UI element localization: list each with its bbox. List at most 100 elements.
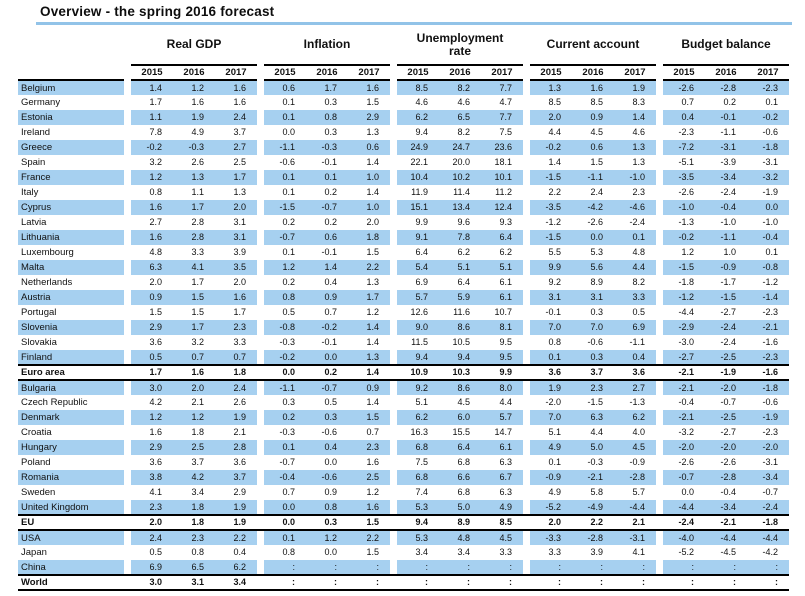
column-gutter: [523, 364, 530, 381]
inflation-2016-value: -0.7: [306, 380, 348, 395]
column-gutter: [257, 245, 264, 260]
current_account-2016-value: 8.9: [590, 277, 603, 287]
column-gutter: [257, 425, 264, 440]
budget_balance-2017-value: 0.1: [765, 247, 778, 257]
column-gutter: [390, 290, 397, 305]
budget_balance-2016-value: -2.6: [720, 457, 736, 467]
forecast-table: Real GDP Inflation Unemployment rate Cur…: [18, 27, 789, 591]
unemployment-2016-value: 8.6: [439, 320, 481, 335]
gdp-2015-value: 4.8: [149, 247, 162, 257]
current_account-2016-value: -1.1: [572, 170, 614, 185]
current_account-2015-value: -0.9: [530, 470, 572, 485]
current_account-2017-value: 0.4: [614, 350, 656, 365]
inflation-2017-value: 1.4: [366, 337, 379, 347]
gdp-2017-value: 2.6: [233, 397, 246, 407]
unemployment-2015-value: 6.4: [415, 247, 428, 257]
column-gutter: [390, 335, 397, 350]
budget_balance-2016-value: -2.5: [705, 350, 747, 365]
budget_balance-2017-value: -1.8: [747, 514, 789, 531]
inflation-2015-value: -1.5: [264, 200, 306, 215]
inflation-2015-value: 0.1: [264, 170, 306, 185]
budget_balance-2016-value: -2.1: [705, 514, 747, 531]
table-row: Malta 6.3 4.1 3.5 1.2 1.4 2.2 5.4 5.1 5.1 9.9 5.6 4.…: [18, 260, 789, 275]
current_account-2017-value: -1.3: [629, 397, 645, 407]
column-gutter: [656, 245, 663, 260]
column-gutter: [390, 485, 397, 500]
column-gutter: [124, 395, 131, 410]
table-row: Croatia 1.6 1.8 2.1 -0.3 -0.6 0.7 16.3 15.5 14.7 5…: [18, 425, 789, 440]
column-gutter: [523, 230, 530, 245]
inflation-2017-value: 1.8: [348, 230, 390, 245]
inflation-2017-value: 2.9: [348, 110, 390, 125]
unemployment-2015-value: 9.4: [397, 350, 439, 365]
row-label: Greece: [18, 140, 124, 155]
budget_balance-2016-value: :: [705, 574, 747, 591]
inflation-2016-value: 1.7: [306, 80, 348, 95]
budget_balance-2017-value: -4.2: [762, 547, 778, 557]
unemployment-2016-value: 11.4: [453, 187, 470, 197]
unemployment-2015-value: 6.8: [397, 440, 439, 455]
year-header: 2016: [572, 65, 614, 81]
column-gutter: [257, 560, 264, 575]
gdp-2016-value: -0.3: [173, 140, 215, 155]
column-gutter: [390, 305, 397, 320]
gdp-2015-value: 4.2: [149, 397, 162, 407]
gdp-2015-value: 0.9: [131, 290, 173, 305]
current_account-2015-value: 8.5: [548, 97, 561, 107]
column-gutter: [656, 215, 663, 230]
unemployment-2016-value: 6.6: [439, 470, 481, 485]
current_account-2015-value: 0.1: [530, 350, 572, 365]
gdp-2017-value: 1.8: [215, 364, 257, 381]
unemployment-2015-value: 9.4: [397, 514, 439, 531]
table-row: Slovenia 2.9 1.7 2.3 -0.8 -0.2 1.4 9.0 8.6 8.1 7.0…: [18, 320, 789, 335]
gdp-2017-value: 2.8: [215, 440, 257, 455]
unemployment-2015-value: 4.6: [415, 97, 428, 107]
column-gutter: [390, 380, 397, 395]
inflation-2017-value: 1.2: [366, 487, 379, 497]
year-header: 2017: [614, 65, 656, 81]
unemployment-2015-value: :: [397, 574, 439, 591]
gdp-2017-value: 3.6: [233, 457, 246, 467]
year-header: 2016: [705, 65, 747, 81]
row-label: Luxembourg: [21, 247, 74, 258]
current_account-2017-value: 0.1: [614, 230, 656, 245]
current_account-2016-value: :: [572, 560, 614, 575]
column-gutter: [523, 275, 530, 290]
gdp-2015-value: 1.6: [149, 427, 162, 437]
column-gutter: [257, 455, 264, 470]
row-label: Denmark: [18, 410, 124, 425]
column-gutter: [523, 470, 530, 485]
budget_balance-2015-value: -2.6: [678, 187, 694, 197]
column-gutter: [390, 395, 397, 410]
gdp-2017-value: 3.1: [215, 230, 257, 245]
gdp-2017-value: 1.6: [233, 97, 246, 107]
column-gutter: [124, 200, 131, 215]
table-row: Poland 3.6 3.7 3.6 -0.7 0.0 1.6 7.5 6.8 6.3 0.1 -0.…: [18, 455, 789, 470]
column-gutter: [257, 485, 264, 500]
unemployment-2017-value: 7.5: [499, 127, 512, 137]
budget_balance-2016-value: -0.7: [720, 397, 736, 407]
unemployment-2017-value: 8.0: [481, 380, 523, 395]
budget_balance-2016-value: -1.7: [720, 277, 736, 287]
gdp-2017-value: 1.6: [215, 290, 257, 305]
inflation-2017-value: 1.0: [348, 200, 390, 215]
inflation-2016-value: 0.3: [324, 127, 337, 137]
column-gutter: [124, 95, 131, 110]
gdp-2017-value: 1.3: [233, 187, 246, 197]
budget_balance-2017-value: -1.2: [762, 277, 778, 287]
inflation-2017-value: 1.2: [366, 307, 379, 317]
row-label: Hungary: [18, 440, 124, 455]
column-gutter: [257, 185, 264, 200]
inflation-2017-value: 0.9: [348, 380, 390, 395]
gdp-2016-value: 2.0: [173, 380, 215, 395]
column-gutter: [124, 470, 131, 485]
current_account-2016-value: -4.9: [572, 500, 614, 515]
gdp-2015-value: 3.6: [149, 457, 162, 467]
column-gutter: [257, 380, 264, 395]
inflation-2015-value: :: [264, 560, 306, 575]
column-gutter: [124, 140, 131, 155]
inflation-2016-value: 0.9: [324, 487, 337, 497]
column-gutter: [257, 545, 264, 560]
current_account-2016-value: 5.8: [590, 487, 603, 497]
row-label: China: [18, 560, 124, 575]
